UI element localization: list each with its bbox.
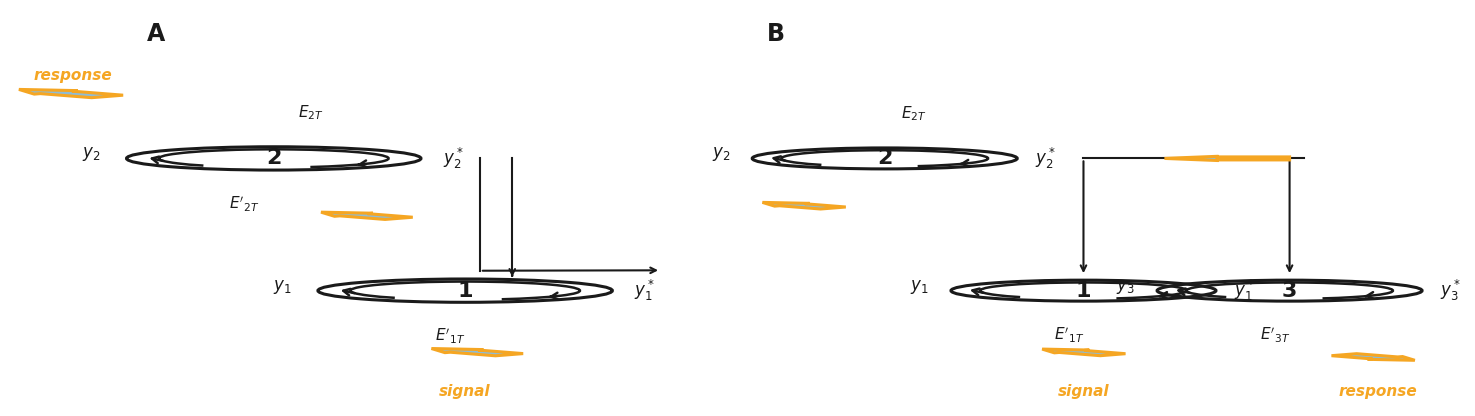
Text: 3: 3 <box>1282 281 1298 301</box>
Text: $y_1^*$: $y_1^*$ <box>1233 278 1254 303</box>
Text: B: B <box>767 22 785 46</box>
Text: $y_1$: $y_1$ <box>273 277 292 295</box>
Polygon shape <box>322 212 413 219</box>
Text: $E'_{3T}$: $E'_{3T}$ <box>1260 326 1291 345</box>
Text: $E'_{2T}$: $E'_{2T}$ <box>229 195 260 214</box>
Text: 1: 1 <box>1075 281 1091 301</box>
Text: $y_2^*$: $y_2^*$ <box>442 146 463 171</box>
Polygon shape <box>1332 354 1415 360</box>
Text: $y_2$: $y_2$ <box>711 145 730 163</box>
Text: signal: signal <box>440 384 491 399</box>
Text: $E'_{1T}$: $E'_{1T}$ <box>1053 326 1084 345</box>
Text: $y_2$: $y_2$ <box>81 145 100 163</box>
Polygon shape <box>19 89 122 98</box>
Text: 2: 2 <box>266 149 282 168</box>
Text: $E_{2T}$: $E_{2T}$ <box>298 103 323 122</box>
Text: 2: 2 <box>878 149 892 168</box>
Text: $y_3$: $y_3$ <box>1117 277 1134 295</box>
Text: $y_3^*$: $y_3^*$ <box>1440 278 1460 303</box>
Polygon shape <box>1164 156 1289 161</box>
Text: $y_1^*$: $y_1^*$ <box>634 278 655 303</box>
Text: $E_{2T}$: $E_{2T}$ <box>901 104 926 123</box>
Polygon shape <box>431 349 524 356</box>
Text: A: A <box>148 22 165 46</box>
Polygon shape <box>763 203 845 209</box>
Text: $y_1$: $y_1$ <box>910 277 929 295</box>
Text: 1: 1 <box>457 281 473 301</box>
Text: signal: signal <box>1058 384 1109 399</box>
Text: response: response <box>1338 384 1417 399</box>
Text: $E'_{1T}$: $E'_{1T}$ <box>435 327 466 347</box>
Text: $y_2^*$: $y_2^*$ <box>1035 146 1056 171</box>
Text: response: response <box>34 68 112 83</box>
Polygon shape <box>1043 349 1125 356</box>
